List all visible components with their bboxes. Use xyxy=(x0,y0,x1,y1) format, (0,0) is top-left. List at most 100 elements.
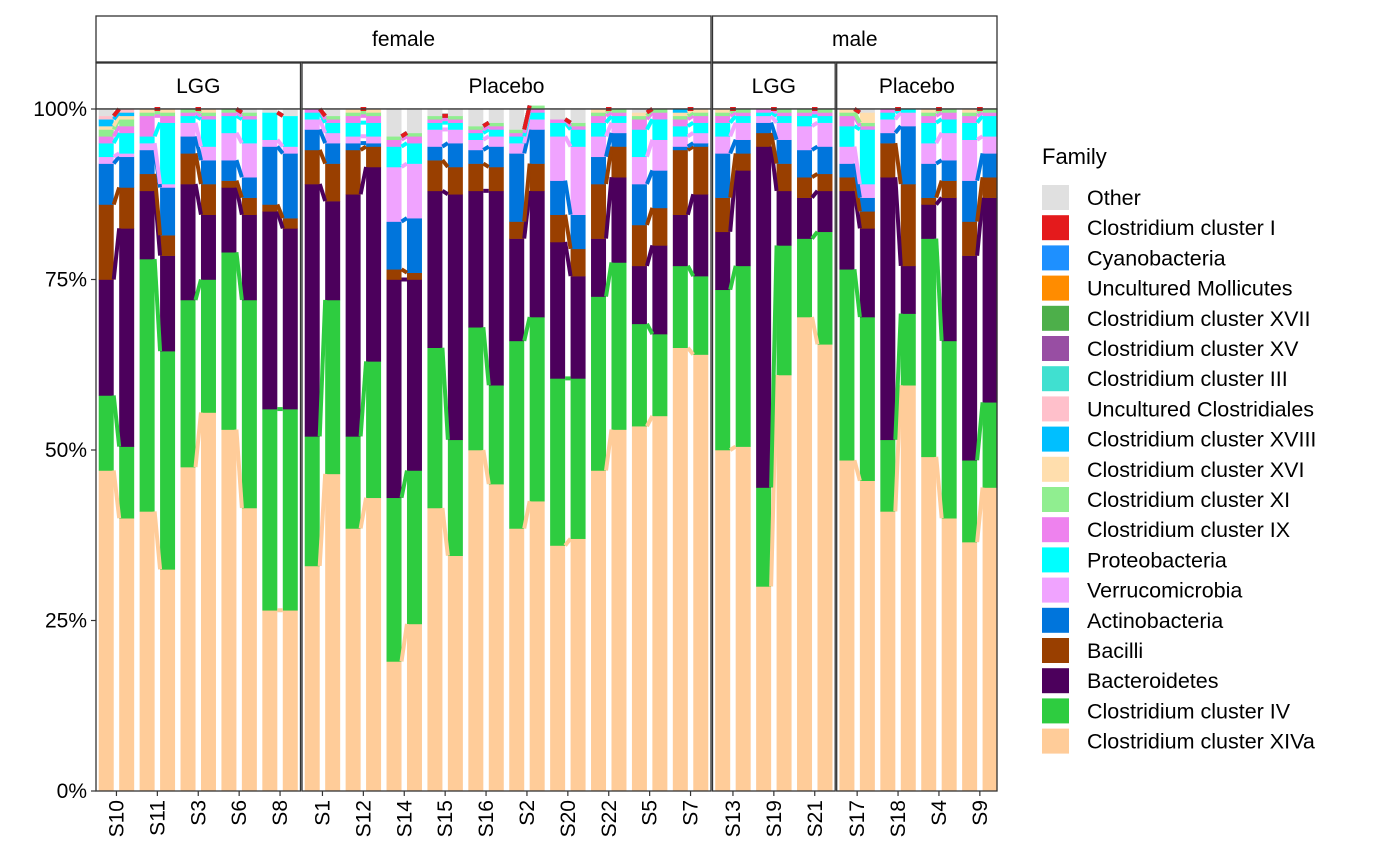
bar-segment xyxy=(817,190,833,233)
flow-line xyxy=(194,114,203,121)
bar-segment xyxy=(427,507,443,792)
bar-segment xyxy=(488,146,504,168)
bar-segment xyxy=(447,109,463,117)
bar-segment xyxy=(693,132,709,144)
bar-segment xyxy=(325,473,341,792)
bar-segment xyxy=(98,279,114,396)
legend-label: Clostridium cluster XVIII xyxy=(1087,428,1316,452)
x-tick-label: S12 xyxy=(352,800,375,837)
flow-line xyxy=(975,487,985,543)
flow-line xyxy=(604,132,614,158)
bar-segment xyxy=(160,109,176,113)
flow-line xyxy=(686,114,695,121)
flow-line xyxy=(769,146,779,192)
bar-segment xyxy=(529,119,545,130)
bar-segment xyxy=(262,610,278,792)
bar-segment xyxy=(672,126,688,137)
flow-line xyxy=(975,176,985,222)
flow-line xyxy=(194,110,203,118)
flow-line xyxy=(563,180,573,216)
bar-segment xyxy=(715,153,731,198)
bar-segment xyxy=(119,187,135,229)
flow-line xyxy=(111,395,122,447)
legend-label: Bacteroidetes xyxy=(1087,669,1218,693)
bar-segment xyxy=(672,115,688,120)
bar-segment xyxy=(982,109,998,113)
bar-segment xyxy=(570,248,586,277)
legend-key xyxy=(1042,607,1069,633)
bar-segment xyxy=(406,470,422,625)
bar-segment xyxy=(859,184,875,198)
bar-segment xyxy=(139,259,155,512)
bar-segment xyxy=(98,470,114,792)
x-tick-label: S3 xyxy=(187,800,210,826)
bar-segment xyxy=(797,126,813,151)
bar-segment xyxy=(180,115,196,123)
flow-line xyxy=(441,141,449,149)
facet-strips: female male LGG Placebo LGG Placebo xyxy=(95,15,998,110)
flow-line xyxy=(976,134,984,142)
bar-segment xyxy=(447,555,463,792)
bar-segment xyxy=(776,190,792,246)
flow-line xyxy=(852,146,862,185)
bar-segment xyxy=(962,139,978,181)
bar-segment xyxy=(776,374,792,792)
flow-line xyxy=(728,265,738,291)
bar-segment xyxy=(221,112,237,117)
plot-panels xyxy=(95,105,998,792)
bar-segment xyxy=(447,129,463,144)
x-tick-label: S6 xyxy=(228,800,251,826)
bar-segment xyxy=(427,190,443,348)
bar-segment xyxy=(282,409,298,611)
flow-line xyxy=(975,152,985,182)
bar-segment xyxy=(693,109,709,113)
flow-line xyxy=(482,161,490,169)
bar-segment xyxy=(282,146,298,154)
bar-segment xyxy=(98,119,114,127)
bar-segment xyxy=(386,221,402,270)
flow-line xyxy=(152,142,163,185)
flow-line xyxy=(729,110,737,118)
y-tick-label: 50% xyxy=(45,439,87,462)
bar-segment xyxy=(735,170,751,267)
bar-segment xyxy=(859,197,875,212)
bar-segment xyxy=(570,146,586,216)
bar-segment xyxy=(921,197,937,205)
flow-line xyxy=(604,429,614,471)
bar-segment xyxy=(304,149,320,185)
flow-line xyxy=(935,110,943,118)
bar-segment xyxy=(631,184,647,226)
bar-segment xyxy=(200,279,216,413)
flow-line xyxy=(645,207,655,226)
bar-segment xyxy=(282,115,298,147)
bar-segment xyxy=(715,115,731,123)
bar-segment xyxy=(325,163,341,202)
bar-segment xyxy=(591,122,607,137)
flow-line xyxy=(193,412,203,468)
legend-label: Clostridium cluster I xyxy=(1087,216,1276,240)
bar-segment xyxy=(859,211,875,229)
bar-segment xyxy=(262,109,278,113)
flow-line xyxy=(276,110,284,118)
bar-segment xyxy=(652,245,668,335)
bar-segment xyxy=(509,136,525,144)
bar-segment xyxy=(921,456,937,792)
bar-segment xyxy=(631,115,647,120)
bar-segment xyxy=(652,207,668,246)
bar-segment xyxy=(139,173,155,192)
flow-line xyxy=(852,190,862,229)
bar-segment xyxy=(262,112,278,140)
flow-line xyxy=(482,127,490,135)
bar-segment xyxy=(550,119,566,123)
bar-segment xyxy=(693,143,709,147)
bar-segment xyxy=(241,214,257,301)
bar-segment xyxy=(962,221,978,256)
bar-segment xyxy=(756,487,772,587)
bar-segment xyxy=(921,238,937,458)
bar-segment xyxy=(468,126,484,130)
bar-segment xyxy=(839,109,855,113)
bar-segment xyxy=(488,385,504,485)
flow-line xyxy=(111,186,122,206)
flow-line xyxy=(234,251,244,301)
flow-line xyxy=(645,322,655,336)
